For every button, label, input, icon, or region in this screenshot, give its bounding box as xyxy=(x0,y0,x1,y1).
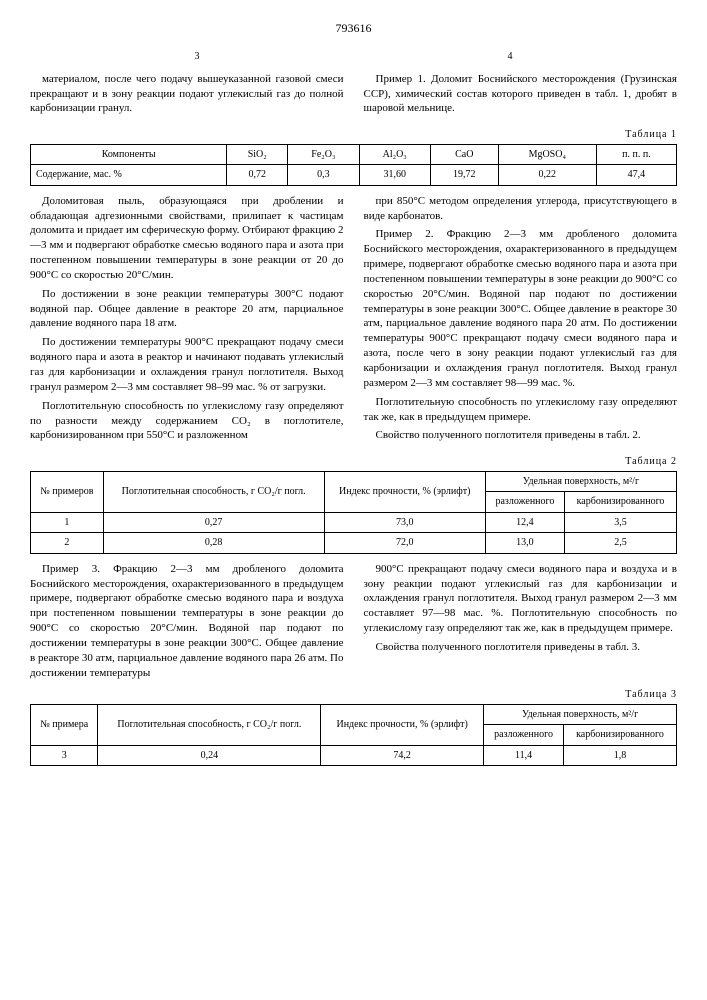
mid-left-p2: По достижении в зоне реакции температуры… xyxy=(30,287,344,332)
t2-r0c2: 73,0 xyxy=(324,512,485,533)
t3-h-capacity: Поглотительная способность, г СО₂/г погл… xyxy=(98,704,321,745)
mid-left-p1: Доломитовая пыль, образующаяся при дробл… xyxy=(30,194,344,283)
table-1: Компоненты SiO₂ Fe₂O₃ Al₂O₃ CaO MgOSO₄ п… xyxy=(30,144,677,186)
t2-r0c1: 0,27 xyxy=(103,512,324,533)
t2-h-surface: Удельная поверхность, м²/г xyxy=(485,471,676,492)
t3-h-num: № примера xyxy=(31,704,98,745)
end-right-p2: Свойства полученного поглотителя приведе… xyxy=(364,640,678,655)
mid-right-p3: Поглотительную способность по углекислом… xyxy=(364,395,678,425)
t3-r0c2: 74,2 xyxy=(321,745,484,766)
table-row: Компоненты SiO₂ Fe₂O₃ Al₂O₃ CaO MgOSO₄ п… xyxy=(31,144,677,165)
t2-h-capacity: Поглотительная способность, г СО₂/г погл… xyxy=(103,471,324,512)
mid-right-p4: Свойство полученного поглотителя приведе… xyxy=(364,428,678,443)
document-number: 793616 xyxy=(30,20,677,36)
table-row: № примера Поглотительная способность, г … xyxy=(31,704,677,725)
mid-block: Доломитовая пыль, образующаяся при дробл… xyxy=(30,194,677,448)
t3-r0c1: 0,24 xyxy=(98,745,321,766)
table-1-caption: Таблица 1 xyxy=(30,128,677,142)
t2-r0c4: 3,5 xyxy=(565,512,677,533)
t2-h-decomp: разложенного xyxy=(485,492,564,513)
mid-left-p3: По достижении температуры 900°С прекраща… xyxy=(30,335,344,394)
t3-r0c4: 1,8 xyxy=(563,745,676,766)
t1-h4: CaO xyxy=(430,144,498,165)
table-row: 1 0,27 73,0 12,4 3,5 xyxy=(31,512,677,533)
end-left-p1: Пример 3. Фракцию 2—3 мм дробленого доло… xyxy=(30,562,344,681)
end-right-p1: 900°С прекращают подачу смеси водяного п… xyxy=(364,562,678,636)
t1-h1: SiO₂ xyxy=(227,144,288,165)
intro-right: Пример 1. Доломит Боснийского месторожде… xyxy=(364,72,678,117)
table-2-caption: Таблица 2 xyxy=(30,455,677,469)
mid-left-p4: Поглотительную способность по углекислом… xyxy=(30,399,344,444)
table-2: № примеров Поглотительная способность, г… xyxy=(30,471,677,554)
t3-h-decomp: разложенного xyxy=(484,725,564,746)
t1-v0: 0,72 xyxy=(227,165,288,186)
right-col-num: 4 xyxy=(355,50,666,64)
page-column-numbers: 3 4 xyxy=(30,50,677,64)
t3-r0c3: 11,4 xyxy=(484,745,564,766)
t1-h6: п. п. п. xyxy=(596,144,676,165)
t1-h5: MgOSO₄ xyxy=(498,144,596,165)
t1-h3: Al₂O₃ xyxy=(359,144,430,165)
t2-r0c0: 1 xyxy=(31,512,104,533)
t2-r1c1: 0,28 xyxy=(103,533,324,554)
t2-h-carb: карбонизированного xyxy=(565,492,677,513)
table-2-wrap: Таблица 2 № примеров Поглотительная спос… xyxy=(30,455,677,554)
t1-h0: Компоненты xyxy=(31,144,227,165)
table-3: № примера Поглотительная способность, г … xyxy=(30,704,677,767)
table-row: 3 0,24 74,2 11,4 1,8 xyxy=(31,745,677,766)
t3-h-strength: Индекс прочности, % (эрлифт) xyxy=(321,704,484,745)
table-1-wrap: Таблица 1 Компоненты SiO₂ Fe₂O₃ Al₂O₃ Ca… xyxy=(30,128,677,186)
table-3-wrap: Таблица 3 № примера Поглотительная спосо… xyxy=(30,688,677,766)
t2-r1c4: 2,5 xyxy=(565,533,677,554)
intro-block: материалом, после чего подачу вышеуказан… xyxy=(30,72,677,121)
table-row: 2 0,28 72,0 13,0 2,5 xyxy=(31,533,677,554)
mid-right-p1: при 850°С методом определения углерода, … xyxy=(364,194,678,224)
t3-h-surface: Удельная поверхность, м²/г xyxy=(484,704,677,725)
t1-v2: 31,60 xyxy=(359,165,430,186)
t1-h2: Fe₂O₃ xyxy=(288,144,359,165)
t1-v3: 19,72 xyxy=(430,165,498,186)
t1-v4: 0,22 xyxy=(498,165,596,186)
left-col-num: 3 xyxy=(42,50,353,64)
table-3-caption: Таблица 3 xyxy=(30,688,677,702)
table-row: Содержание, мас. % 0,72 0,3 31,60 19,72 … xyxy=(31,165,677,186)
t1-row-label: Содержание, мас. % xyxy=(31,165,227,186)
end-block: Пример 3. Фракцию 2—3 мм дробленого доло… xyxy=(30,562,677,681)
t2-h-num: № примеров xyxy=(31,471,104,512)
t2-r1c2: 72,0 xyxy=(324,533,485,554)
t1-v1: 0,3 xyxy=(288,165,359,186)
t1-v5: 47,4 xyxy=(596,165,676,186)
t3-r0c0: 3 xyxy=(31,745,98,766)
mid-right-p2: Пример 2. Фракцию 2—3 мм дробленого доло… xyxy=(364,227,678,390)
t2-h-strength: Индекс прочности, % (эрлифт) xyxy=(324,471,485,512)
t2-r0c3: 12,4 xyxy=(485,512,564,533)
t2-r1c3: 13,0 xyxy=(485,533,564,554)
table-row: № примеров Поглотительная способность, г… xyxy=(31,471,677,492)
t2-r1c0: 2 xyxy=(31,533,104,554)
intro-left: материалом, после чего подачу вышеуказан… xyxy=(30,72,344,117)
t3-h-carb: карбонизированного xyxy=(563,725,676,746)
